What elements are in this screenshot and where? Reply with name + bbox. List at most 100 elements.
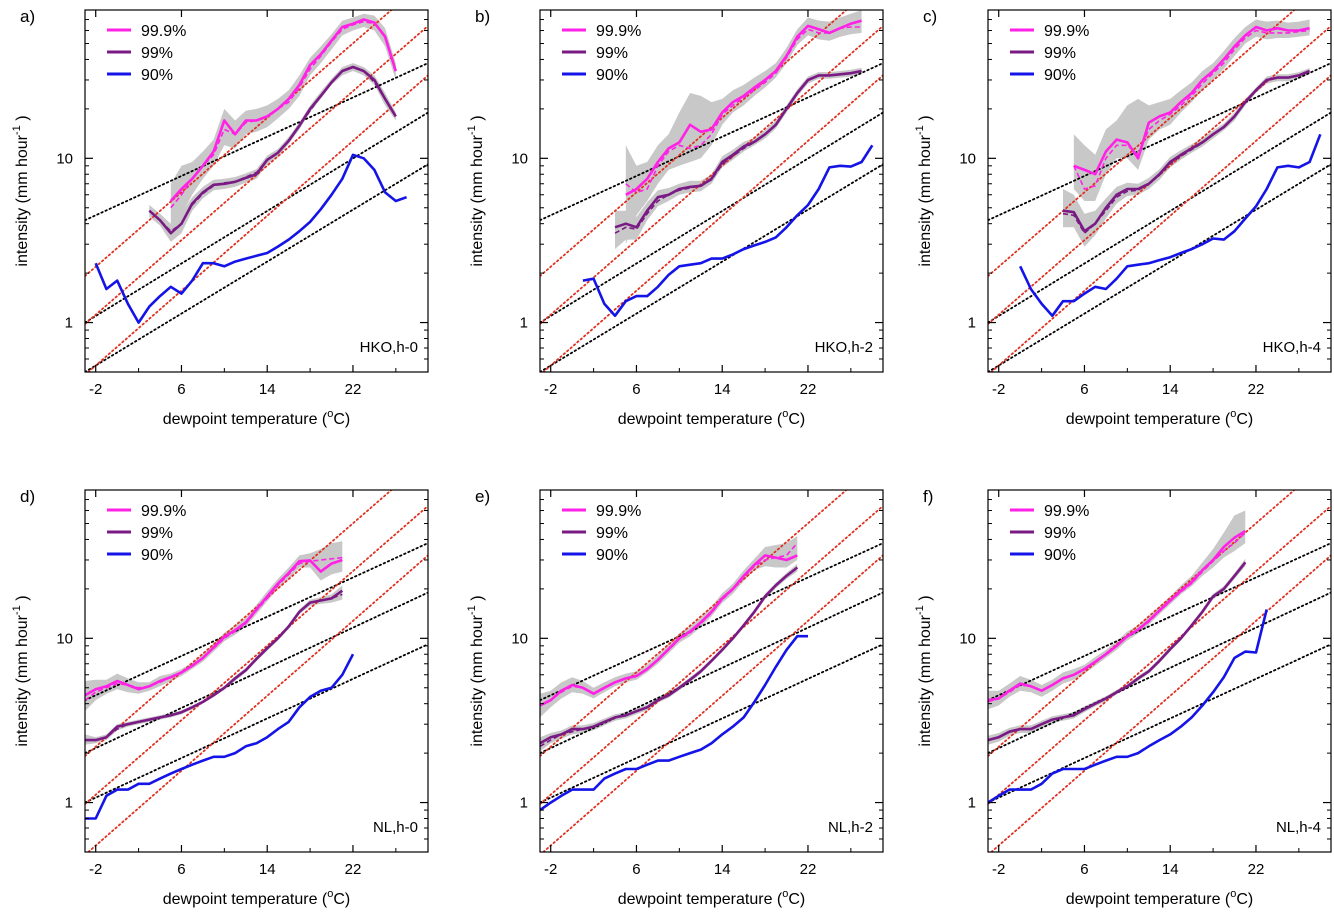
reference-line-red-2 [989,554,1331,852]
y-tick-label: 1 [968,315,976,332]
series-999-dashed-line [170,20,397,209]
series-999-line [625,19,862,196]
reference-line-red-2 [541,74,883,372]
series-99-legend-label: 99% [1044,525,1076,542]
x-tick-label: 14 [259,381,276,398]
uncertainty-band-999 [625,10,862,245]
reference-line-black-0 [540,62,883,222]
reference-line-black-0 [988,62,1331,222]
reference-line-black-2 [85,643,428,804]
panel-letter: a) [20,7,35,26]
series-90-line [94,153,408,324]
x-axis-label: dewpoint temperature (oC) [1066,408,1254,428]
x-tick-label: 6 [632,381,640,398]
panel-e: -2 6 14 22 1 10 e) 99.9% 99% 90% NL,h-2 dewpoint te… [466,487,884,908]
reference-line-red-0 [85,490,393,757]
reference-line-black-2 [85,163,428,372]
x-tick-label: 6 [1080,381,1088,398]
x-tick-label: -2 [992,861,1005,878]
reference-line-black-0 [85,62,428,222]
y-tick-label: 10 [959,630,976,647]
reference-line-red-0 [85,10,393,277]
series-90-legend-label: 90% [141,67,173,84]
series-90-line [540,634,808,812]
series-999-legend-label: 99.9% [141,23,186,40]
y-tick-label: 10 [56,150,73,167]
panel-label: HKO,h-0 [360,339,418,356]
x-tick-label: 14 [259,861,276,878]
x-axis-label: dewpoint temperature (oC) [163,888,351,908]
x-tick-label: -2 [89,381,102,398]
reference-line-black-1 [85,591,428,755]
y-tick-label: 1 [65,795,73,812]
series-90-line [988,609,1268,804]
plot-area [540,10,883,372]
series-99-line [1062,69,1311,233]
panel-letter: d) [20,487,35,506]
series-999-line [1073,25,1310,176]
panel-label: NL,h-0 [373,819,418,836]
series-99-dashed-line [85,593,343,741]
series-99-legend-label: 99% [1044,45,1076,62]
x-tick-label: -2 [544,861,557,878]
x-tick-label: 22 [800,381,817,398]
panel-a: -2 6 14 22 1 10 a) 99.9% 99% 90% HKO,h-0 dewpoint t… [11,7,429,428]
reference-line-red-2 [86,74,428,372]
x-tick-label: 6 [632,861,640,878]
x-tick-label: 14 [714,381,731,398]
plot-frame [987,489,1332,853]
series-90-line [1019,133,1322,318]
y-tick-label: 10 [511,150,528,167]
panel-d: -2 6 14 22 1 10 d) 99.9% 99% 90% NL,h-0 dewpoint te… [11,487,429,908]
series-99-legend-label: 99% [141,525,173,542]
series-99-legend-label: 99% [596,525,628,542]
series-999-line [169,18,398,202]
panel-letter: c) [923,7,937,26]
reference-line-red-0 [988,10,1296,277]
reference-line-black-1 [988,591,1331,755]
y-axis-label: intensity (mm hour-1 ) [914,115,934,266]
panel-label: NL,h-2 [828,819,873,836]
x-tick-label: 22 [800,861,817,878]
panel-letter: e) [475,487,490,506]
series-90-legend-label: 90% [141,547,173,564]
x-tick-label: 6 [177,381,185,398]
reference-line-red-2 [541,554,883,852]
uncertainty-band-99 [149,63,396,242]
uncertainty-band-99 [988,558,1246,745]
series-90-line [582,144,874,318]
plot-area [85,10,428,372]
series-999-dashed-line [625,26,862,194]
y-axis-label: intensity (mm hour-1 ) [466,595,486,746]
panel-label: NL,h-4 [1276,819,1321,836]
x-tick-label: 14 [1162,381,1179,398]
x-axis-label: dewpoint temperature (oC) [618,888,806,908]
plot-area [988,490,1331,852]
plot-frame [84,489,429,853]
x-axis-label: dewpoint temperature (oC) [163,408,351,428]
reference-line-black-0 [988,542,1331,702]
x-tick-label: 6 [177,861,185,878]
y-tick-label: 10 [56,630,73,647]
x-tick-label: 6 [1080,861,1088,878]
reference-line-red-1 [540,505,883,805]
series-999-line [85,558,343,697]
series-99-dashed-line [540,566,798,747]
plot-area [540,490,883,852]
x-tick-label: 22 [345,381,362,398]
panel-b: -2 6 14 22 1 10 b) 99.9% 99% 90% HKO,h-2 dewpoint t… [466,7,884,428]
x-tick-label: -2 [544,381,557,398]
series-999-legend-label: 99.9% [596,503,641,520]
x-tick-label: 22 [1248,381,1265,398]
reference-line-red-0 [988,490,1296,757]
x-tick-label: 22 [345,861,362,878]
reference-line-black-0 [85,542,428,702]
series-99-dashed-line [988,561,1246,741]
x-axis-label: dewpoint temperature (oC) [618,408,806,428]
reference-line-red-1 [988,505,1331,805]
x-axis-label: dewpoint temperature (oC) [1066,888,1254,908]
x-tick-label: -2 [992,381,1005,398]
reference-line-black-2 [540,163,883,372]
series-999-legend-label: 99.9% [1044,23,1089,40]
